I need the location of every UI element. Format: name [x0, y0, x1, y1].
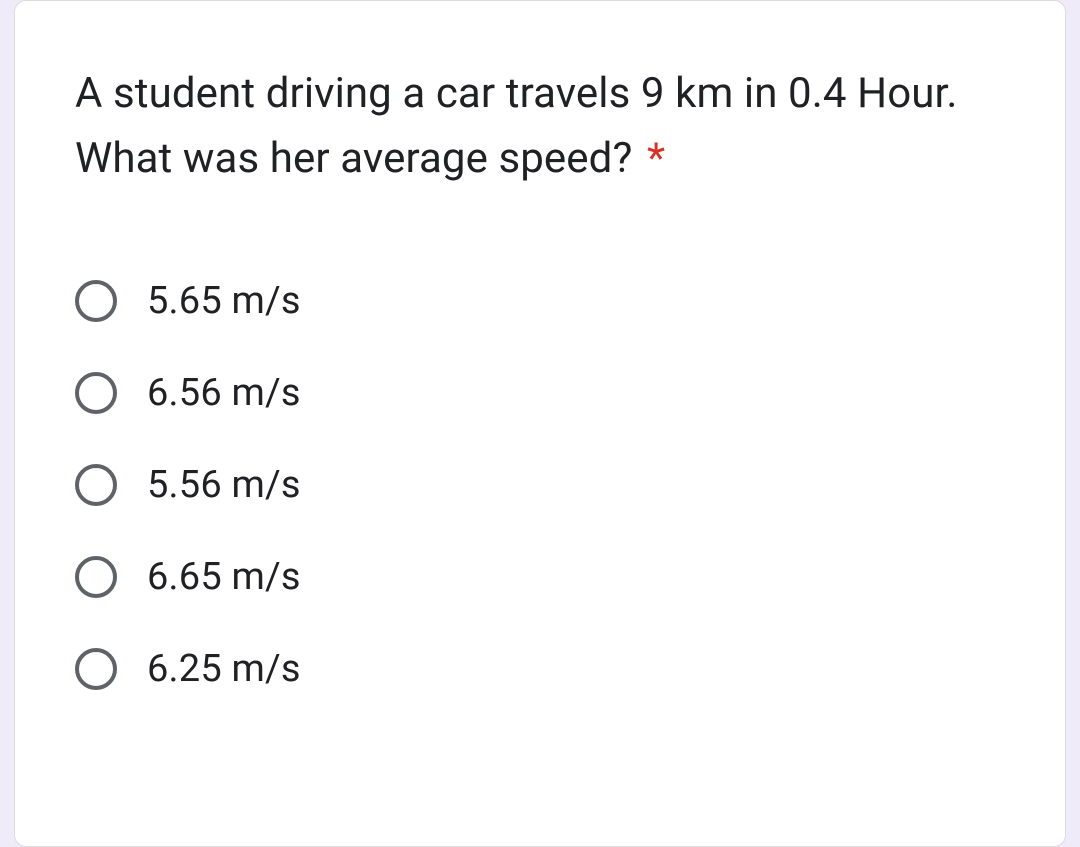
radio-icon[interactable]	[75, 648, 117, 690]
option-label: 6.25 m/s	[147, 647, 301, 691]
option-row[interactable]: 5.56 m/s	[75, 439, 1005, 531]
option-row[interactable]: 6.25 m/s	[75, 623, 1005, 715]
option-row[interactable]: 5.65 m/s	[75, 255, 1005, 347]
radio-icon[interactable]	[75, 372, 117, 414]
question-text-content: A student driving a car travels 9 km in …	[75, 69, 958, 183]
options-group: 5.65 m/s 6.56 m/s 5.56 m/s 6.65 m/s 6.25…	[75, 255, 1005, 715]
required-asterisk: *	[647, 134, 665, 183]
option-row[interactable]: 6.65 m/s	[75, 531, 1005, 623]
option-label: 5.65 m/s	[147, 279, 301, 323]
question-text: A student driving a car travels 9 km in …	[75, 61, 1005, 191]
radio-icon[interactable]	[75, 556, 117, 598]
option-label: 6.56 m/s	[147, 371, 301, 415]
option-row[interactable]: 6.56 m/s	[75, 347, 1005, 439]
radio-icon[interactable]	[75, 280, 117, 322]
option-label: 5.56 m/s	[147, 463, 301, 507]
radio-icon[interactable]	[75, 464, 117, 506]
option-label: 6.65 m/s	[147, 555, 301, 599]
question-card: A student driving a car travels 9 km in …	[14, 0, 1066, 847]
